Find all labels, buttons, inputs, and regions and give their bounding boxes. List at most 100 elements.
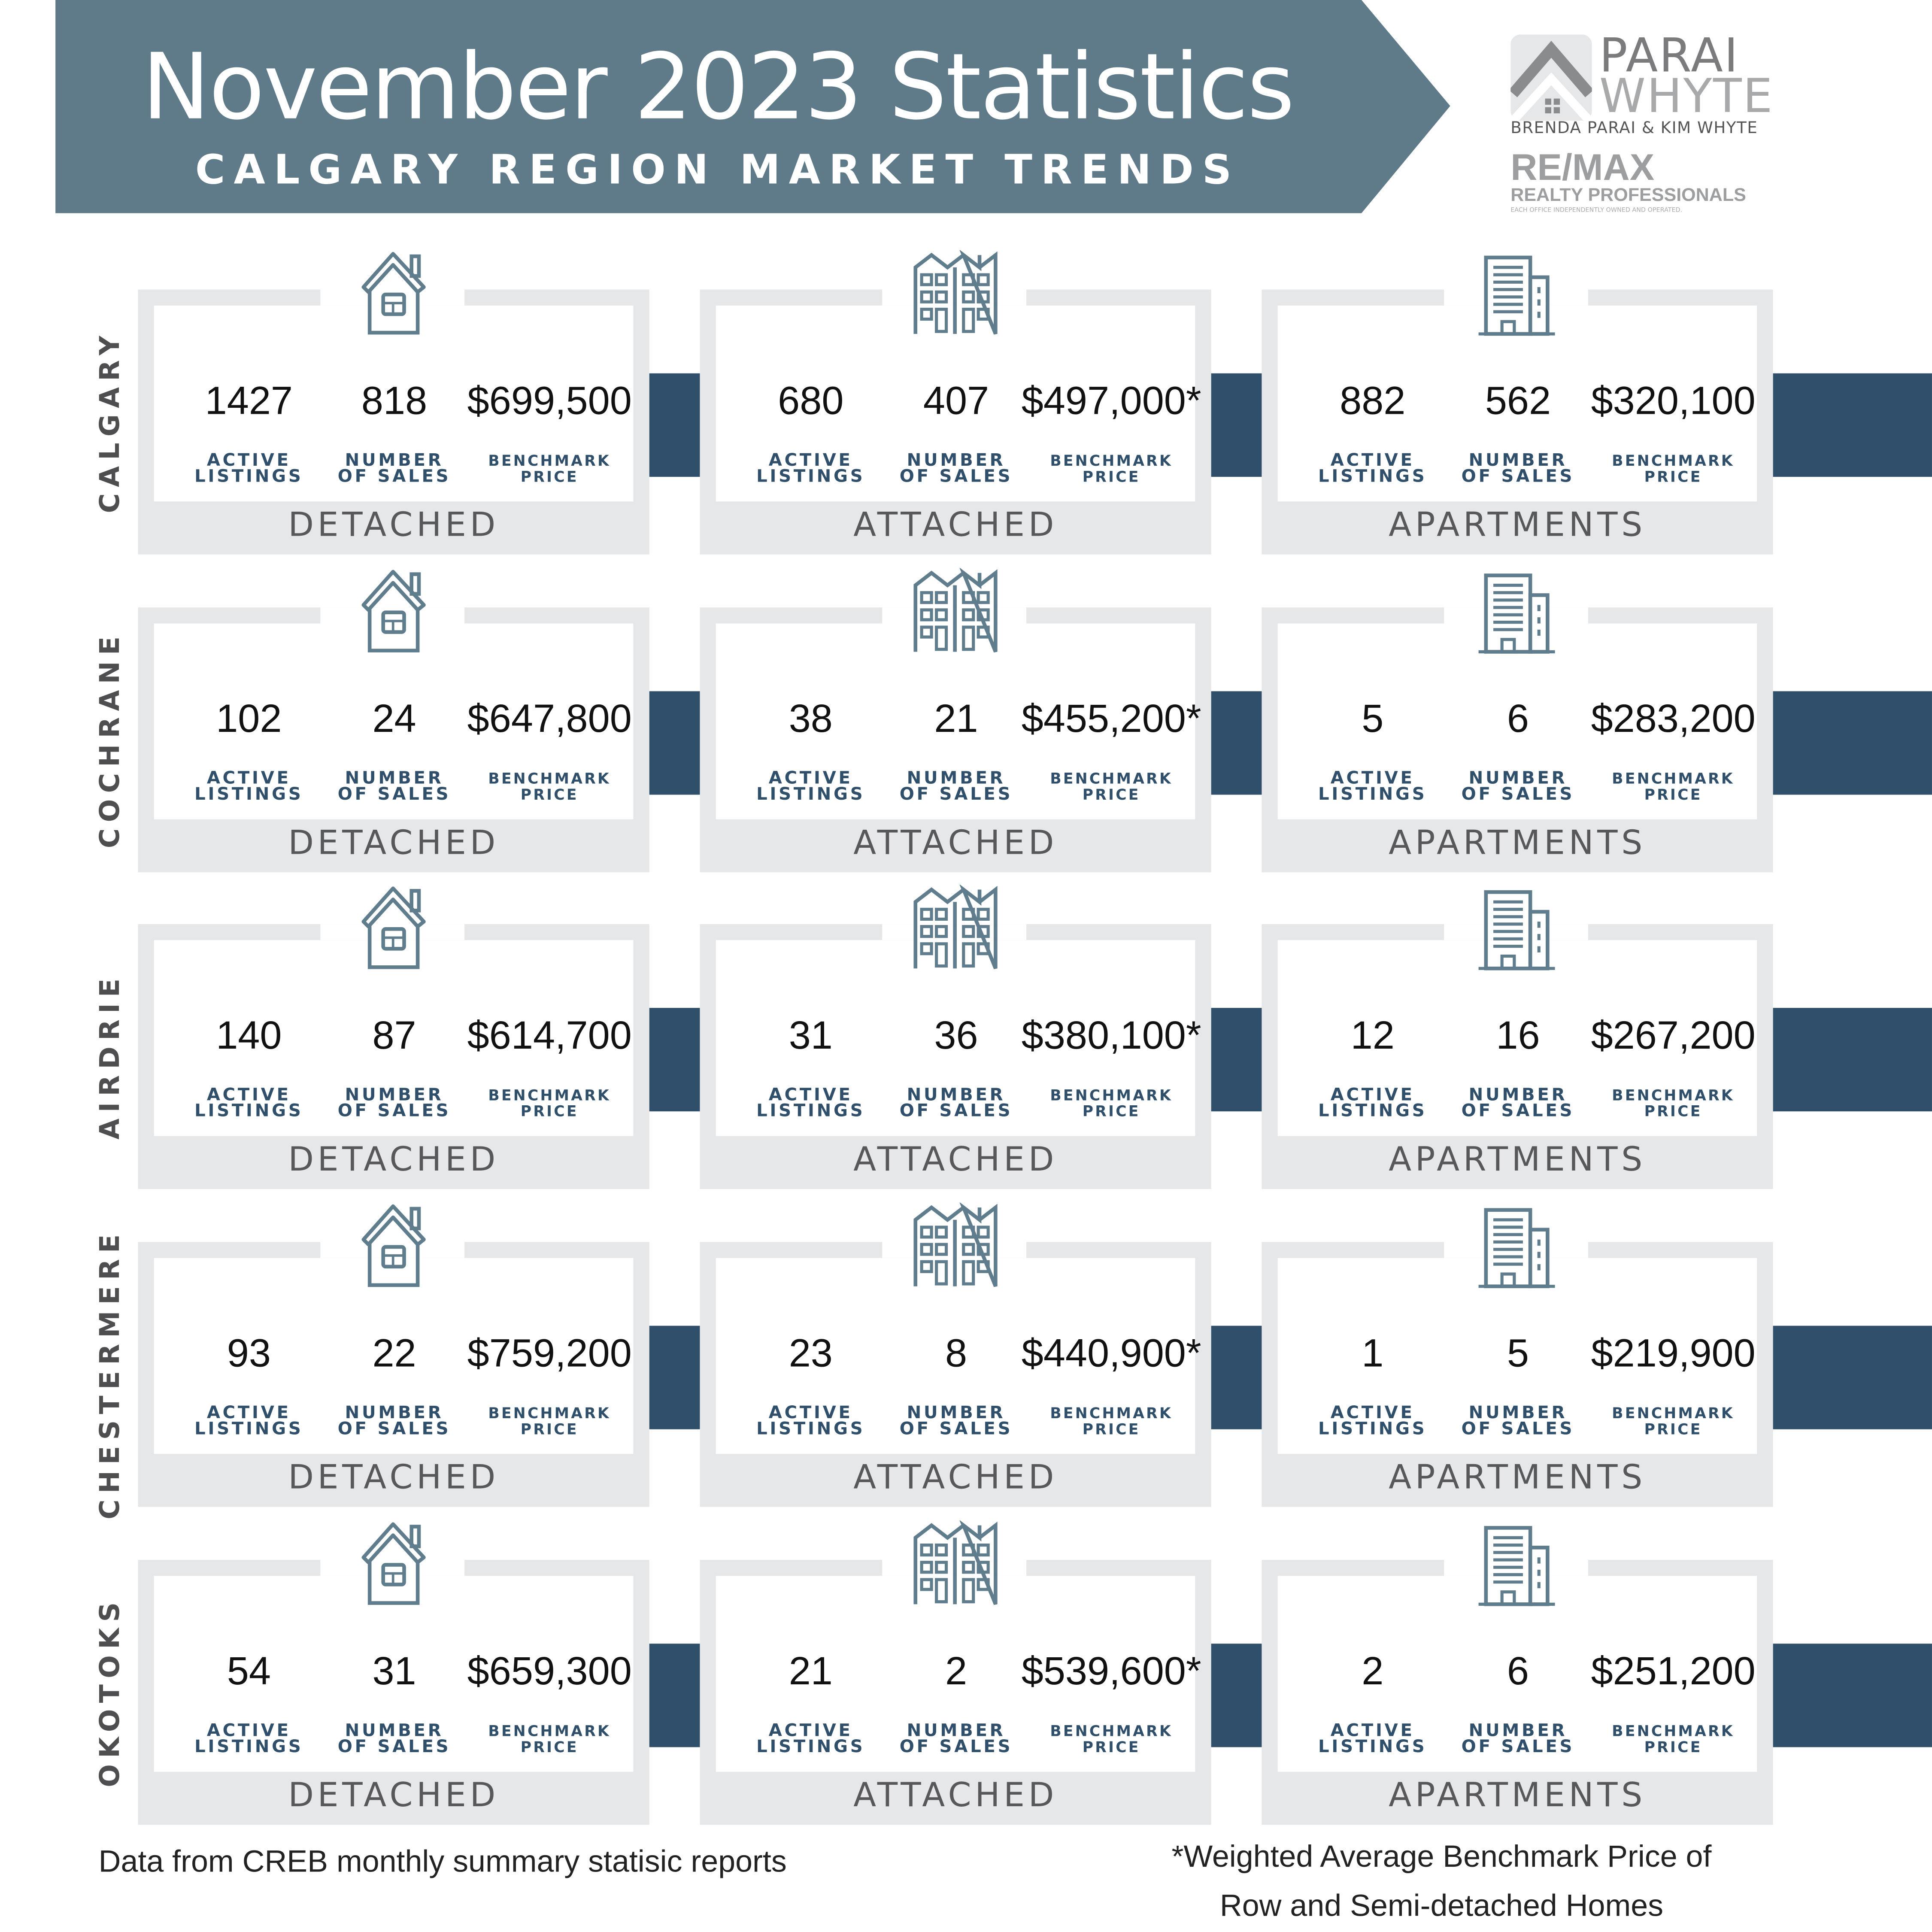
active-value: 93 <box>227 1331 271 1375</box>
house-icon <box>347 568 440 657</box>
townhouse-icon <box>909 884 1001 974</box>
active-label-line1: ACTIVE <box>1330 451 1415 471</box>
card-body <box>716 623 1195 819</box>
active-label-line2: LISTINGS <box>756 467 865 487</box>
active-label: ACTIVE LISTINGS <box>1318 451 1427 485</box>
sales-label: NUMBER OF SALES <box>1462 770 1575 804</box>
active-label: ACTIVE LISTINGS <box>1318 1087 1427 1122</box>
price-label-line1: BENCHMARK <box>1612 452 1735 470</box>
price-label: BENCHMARK PRICE <box>488 1087 611 1120</box>
active-value: 54 <box>227 1648 271 1693</box>
connector-bar <box>1211 1644 1262 1747</box>
price-label-line1: BENCHMARK <box>1050 1086 1173 1104</box>
sales-value: 31 <box>372 1648 416 1693</box>
stat-card-apartments: 2 ACTIVE LISTINGS 6 NUMBER OF SALES $251,200… <box>1262 1526 1773 1825</box>
active-label-line2: LISTINGS <box>756 1737 865 1757</box>
active-label-line2: LISTINGS <box>1318 1101 1427 1122</box>
property-type: APARTMENTS <box>1389 824 1646 863</box>
price-label-line2: PRICE <box>520 1738 579 1756</box>
active-label: ACTIVE LISTINGS <box>194 452 303 485</box>
sales-label: NUMBER OF SALES <box>337 770 451 805</box>
sales-label-line1: NUMBER <box>907 1721 1006 1741</box>
sales-label: NUMBER OF SALES <box>899 1721 1013 1757</box>
sales-label-line1: NUMBER <box>907 1403 1006 1423</box>
price-value: $320,100 <box>1591 378 1756 423</box>
region-label: COCHRANE <box>95 630 127 849</box>
active-value: 102 <box>216 696 282 741</box>
property-type: APARTMENTS <box>1389 1141 1646 1180</box>
apartment-building-icon <box>1471 568 1563 657</box>
connector-bar <box>1773 691 1932 795</box>
active-label: ACTIVE LISTINGS <box>194 1721 303 1756</box>
card-body <box>1277 1258 1757 1454</box>
active-label-line1: ACTIVE <box>206 1085 291 1105</box>
sales-value: 8 <box>945 1331 968 1375</box>
active-value: 5 <box>1362 696 1384 741</box>
price-value: $659,300 <box>467 1648 632 1693</box>
stat-card-attached: 38 ACTIVE LISTINGS 21 NUMBER OF SALES $455,2… <box>700 567 1211 873</box>
price-value: $539,600* <box>1021 1648 1201 1693</box>
card-body <box>154 940 634 1136</box>
price-label: BENCHMARK PRICE <box>1612 453 1735 485</box>
card-body <box>1277 623 1757 819</box>
connector-bar <box>649 691 700 795</box>
price-label-line2: PRICE <box>520 1420 579 1438</box>
sales-value: 36 <box>934 1013 978 1057</box>
connector-bar <box>1773 373 1932 477</box>
property-type: APARTMENTS <box>1389 506 1646 545</box>
property-type: ATTACHED <box>853 824 1058 863</box>
card-body <box>154 305 634 502</box>
sales-label-line2: OF SALES <box>1461 1737 1575 1757</box>
active-label-line1: ACTIVE <box>206 1721 291 1741</box>
sales-label-line1: NUMBER <box>1468 1721 1568 1741</box>
roof-logo-icon <box>1510 34 1592 121</box>
price-label: BENCHMARK PRICE <box>488 770 611 804</box>
property-type: ATTACHED <box>853 1459 1058 1497</box>
house-icon <box>347 1520 440 1609</box>
sales-label: NUMBER OF SALES <box>1462 1087 1575 1120</box>
sales-label: NUMBER OF SALES <box>337 452 451 487</box>
sales-label-line2: OF SALES <box>899 1419 1013 1439</box>
property-type: DETACHED <box>288 506 499 545</box>
active-value: 1427 <box>205 378 293 423</box>
sales-value: 6 <box>1507 696 1529 741</box>
price-value: $380,100* <box>1021 1013 1201 1057</box>
stat-card-apartments: 5 ACTIVE LISTINGS 6 NUMBER OF SALES $283,200… <box>1262 573 1773 873</box>
active-label-line1: ACTIVE <box>768 1721 853 1741</box>
house-icon <box>347 1203 440 1292</box>
connector-bar <box>1773 1008 1932 1112</box>
sales-label-line1: NUMBER <box>1468 451 1568 471</box>
sales-label: NUMBER OF SALES <box>1461 1721 1575 1757</box>
logo-whyte: WHYTE <box>1599 69 1774 124</box>
active-label-line1: ACTIVE <box>1330 1403 1415 1423</box>
sales-label-line2: OF SALES <box>899 785 1013 805</box>
price-label-line1: BENCHMARK <box>488 770 611 788</box>
house-icon <box>347 885 440 974</box>
price-label-line2: PRICE <box>520 786 579 804</box>
remax-sub: REALTY PROFESSIONALS <box>1510 185 1746 206</box>
title-banner <box>55 0 1450 213</box>
price-label: BENCHMARK PRICE <box>1612 1723 1735 1756</box>
sales-value: 21 <box>934 696 978 741</box>
active-label: ACTIVE LISTINGS <box>756 770 865 804</box>
price-label: BENCHMARK PRICE <box>488 1723 611 1756</box>
price-label: BENCHMARK PRICE <box>1050 1086 1173 1120</box>
price-value: $267,200 <box>1591 1013 1756 1057</box>
active-label: ACTIVE LISTINGS <box>756 1721 865 1757</box>
stat-card-attached: 23 ACTIVE LISTINGS 8 NUMBER OF SALES $440,90… <box>700 1201 1211 1507</box>
sales-label-line2: OF SALES <box>899 1737 1013 1757</box>
property-type: APARTMENTS <box>1389 1777 1646 1815</box>
sales-label-line2: OF SALES <box>337 785 451 805</box>
house-icon <box>347 250 440 339</box>
sales-label-line2: OF SALES <box>337 467 451 487</box>
active-value: 31 <box>789 1013 833 1057</box>
property-type: ATTACHED <box>853 1141 1058 1180</box>
active-value: 680 <box>778 378 844 423</box>
stat-card-detached: 1427 ACTIVE LISTINGS 818 NUMBER OF SALES $69… <box>138 252 649 555</box>
active-label: ACTIVE LISTINGS <box>756 452 865 487</box>
price-label-line1: BENCHMARK <box>1612 770 1735 788</box>
price-value: $455,200* <box>1021 696 1201 741</box>
card-body <box>716 940 1195 1136</box>
active-label: ACTIVE LISTINGS <box>756 1404 865 1438</box>
price-label: BENCHMARK PRICE <box>1050 1723 1173 1756</box>
